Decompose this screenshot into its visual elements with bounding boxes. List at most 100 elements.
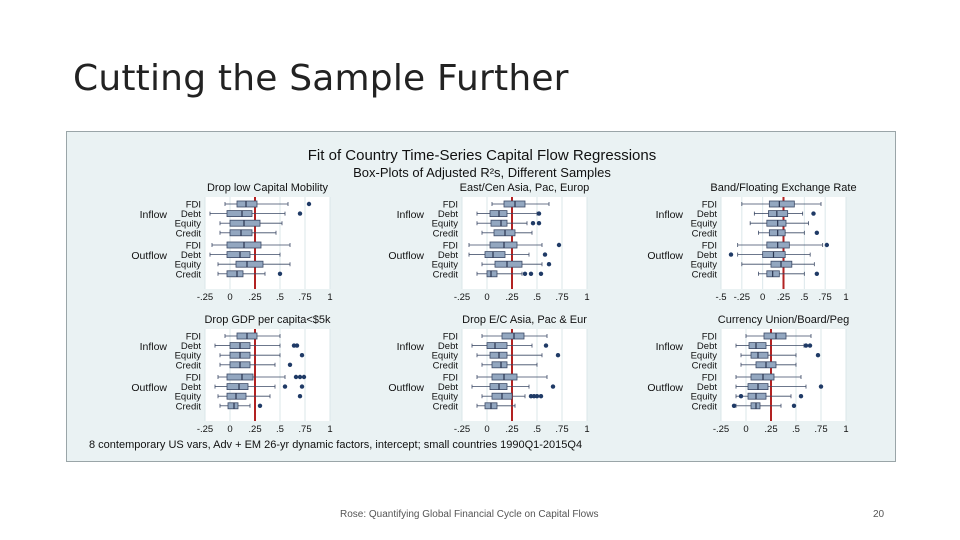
tick-label: .5	[792, 424, 800, 435]
boxplot-chart: Fit of Country Time-Series Capital Flow …	[89, 147, 857, 451]
group-label-inflow: Inflow	[397, 341, 425, 353]
outlier-point	[543, 343, 549, 348]
box-iqr	[227, 402, 239, 410]
outlier-point	[299, 353, 305, 358]
group-label-inflow: Inflow	[140, 209, 168, 221]
category-label: FDI	[186, 200, 201, 211]
box-outflow-equity	[217, 392, 303, 400]
tick-label: 1	[584, 292, 589, 303]
tick-label: .75	[298, 424, 311, 435]
outlier-point	[824, 242, 830, 248]
category-label: FDI	[702, 200, 717, 211]
box-inflow-debt	[735, 342, 813, 350]
panel-4: Drop GDP per capita<$5kFDIDebtEquityCred…	[131, 314, 332, 435]
plot-area	[721, 329, 846, 421]
tick-label: 0	[227, 292, 232, 303]
box-inflow-debt	[209, 210, 303, 217]
tick-label: .75	[298, 292, 311, 303]
group-label-outflow: Outflow	[388, 382, 424, 394]
plot-area	[205, 329, 330, 421]
outlier-point	[803, 343, 809, 348]
box-inflow-equity	[476, 219, 542, 227]
tick-label: 1	[327, 424, 332, 435]
panel-2: East/Cen Asia, Pac, EuropFDIDebtEquityCr…	[388, 182, 589, 303]
group-label-inflow: Inflow	[656, 341, 684, 353]
chart-subtitle: Box-Plots of Adjusted R²s, Different Sam…	[353, 165, 611, 180]
box-iqr	[226, 210, 253, 217]
boxplot-figure: Fit of Country Time-Series Capital Flow …	[66, 131, 896, 462]
outlier-point	[277, 271, 283, 276]
outlier-point	[287, 362, 293, 367]
category-label: Credit	[692, 401, 718, 412]
box-outflow-debt	[214, 383, 305, 391]
tick-label: 1	[843, 292, 848, 303]
category-label: Debt	[181, 209, 201, 220]
box-iqr	[490, 219, 508, 227]
box-iqr	[748, 342, 767, 350]
box-iqr	[494, 260, 523, 268]
outlier-point	[542, 252, 548, 257]
box-inflow-debt	[753, 210, 816, 217]
tick-label: -.5	[715, 292, 726, 303]
box-iqr	[747, 392, 767, 400]
tick-label: 0	[743, 424, 748, 435]
category-label: FDI	[702, 373, 717, 384]
category-label: FDI	[186, 332, 201, 343]
tick-label: -.25	[197, 292, 213, 303]
box-iqr	[486, 342, 508, 350]
outlier-point	[814, 230, 820, 235]
box-iqr	[236, 200, 258, 208]
group-label-outflow: Outflow	[647, 250, 683, 262]
outlier-point	[814, 271, 820, 276]
outlier-point	[534, 394, 540, 399]
panel-1: Drop low Capital MobilityFDIDebtEquityCr…	[131, 182, 332, 303]
box-outflow-fdi	[735, 373, 802, 381]
panels-layer: Drop low Capital MobilityFDIDebtEquityCr…	[131, 182, 856, 435]
category-label: FDI	[186, 373, 201, 384]
category-label: Equity	[175, 260, 202, 271]
box-iqr	[763, 332, 787, 340]
outlier-point	[538, 271, 544, 276]
group-label-inflow: Inflow	[656, 209, 684, 221]
outlier-point	[257, 403, 263, 408]
outlier-point	[536, 211, 542, 216]
category-label: Debt	[697, 250, 717, 261]
category-label: Equity	[175, 351, 202, 362]
box-inflow-debt	[214, 342, 300, 350]
box-iqr	[491, 361, 508, 369]
box-iqr	[235, 260, 264, 268]
chart-note: 8 contemporary US vars, Adv + EM 26-yr d…	[89, 439, 582, 451]
category-label: Credit	[433, 360, 459, 371]
category-label: Credit	[692, 269, 718, 280]
tick-label: .25	[764, 424, 777, 435]
outlier-point	[818, 384, 824, 389]
tick-label: -.25	[734, 292, 750, 303]
group-label-inflow: Inflow	[397, 209, 425, 221]
category-label: Equity	[691, 351, 718, 362]
panel-title: Currency Union/Board/Peg	[718, 314, 849, 326]
outlier-point	[299, 384, 305, 389]
box-outflow-credit	[217, 270, 283, 278]
outlier-point	[555, 353, 561, 358]
box-inflow-fdi	[224, 332, 281, 340]
box-iqr	[768, 200, 795, 208]
tick-label: .25	[248, 292, 261, 303]
group-label-outflow: Outflow	[647, 382, 683, 394]
group-label-outflow: Outflow	[131, 382, 167, 394]
outlier-point	[546, 262, 552, 267]
category-label: FDI	[186, 241, 201, 252]
outlier-point	[301, 374, 307, 380]
box-outflow-equity	[481, 260, 552, 268]
box-outflow-debt	[209, 251, 281, 258]
tick-label: .5	[800, 292, 808, 303]
box-iqr	[501, 332, 525, 340]
category-label: Equity	[691, 260, 718, 271]
tick-label: 1	[584, 424, 589, 435]
box-outflow-credit	[476, 270, 544, 278]
box-outflow-credit	[219, 402, 263, 410]
box-iqr	[229, 219, 261, 227]
outlier-point	[294, 343, 300, 348]
outlier-point	[522, 271, 528, 276]
box-iqr	[226, 251, 251, 258]
outlier-point	[731, 403, 737, 408]
